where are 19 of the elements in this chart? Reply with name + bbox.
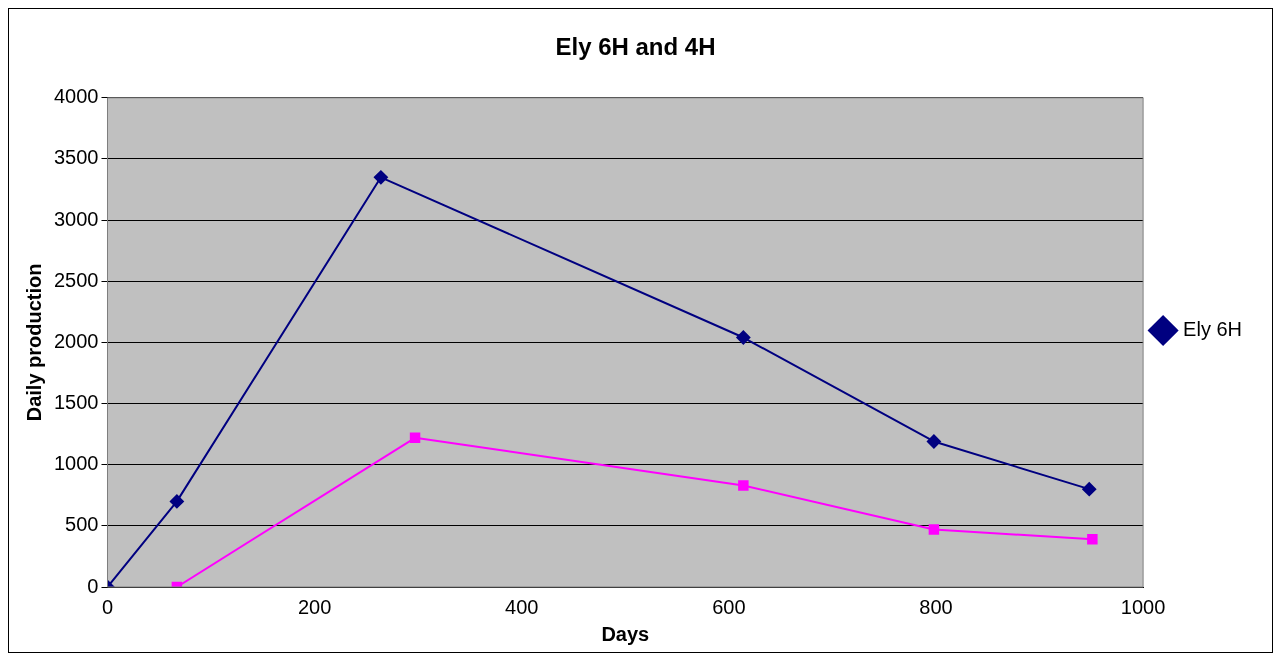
y-tick-label: 1000 [53, 452, 99, 475]
y-tick-label: 500 [65, 513, 99, 536]
x-tick-label: 800 [919, 595, 953, 618]
chart-title: Ely 6H and 4H [555, 33, 716, 61]
x-tick-label: 1000 [1120, 595, 1166, 618]
x-tick-label: 600 [712, 595, 746, 618]
y-tick-label: 4000 [53, 85, 99, 108]
y-tick-label: 0 [87, 574, 99, 597]
y-tick-label: 3000 [53, 207, 99, 230]
y-tick-label: 2000 [53, 329, 99, 352]
x-tick-label: 200 [297, 595, 332, 618]
x-tick-label: 400 [505, 595, 539, 618]
x-axis-title: Days [601, 622, 650, 645]
y-tick-label: 3500 [53, 146, 99, 169]
y-tick-label: 2500 [53, 268, 99, 291]
x-tick-label: 0 [101, 595, 114, 618]
y-tick-label: 1500 [53, 391, 99, 414]
y-axis-title: Daily production [22, 263, 45, 422]
legend-label: Ely 6H [1183, 318, 1242, 341]
